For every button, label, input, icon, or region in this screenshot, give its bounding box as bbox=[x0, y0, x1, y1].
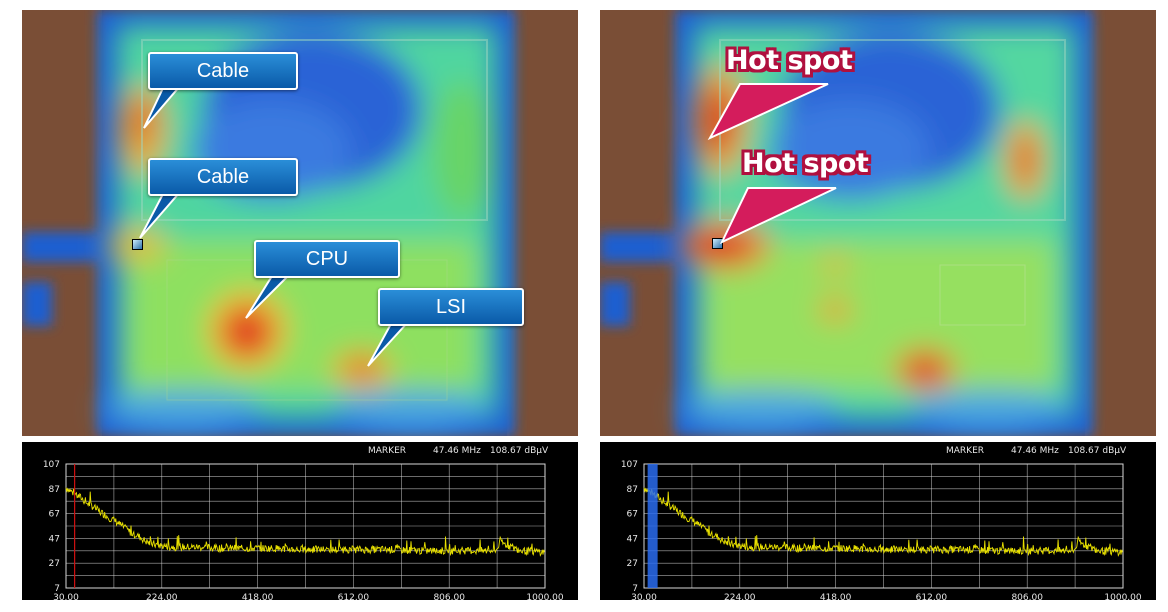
x-tick-label: 224.00 bbox=[724, 593, 756, 600]
callout-cpu: CPU bbox=[254, 240, 400, 278]
spectrum-chart: 107 87 67 47 27 7 30.00 224.00 418.00 612.00 806.… bbox=[22, 442, 578, 600]
x-tick-label: 1000.00 bbox=[1104, 593, 1141, 600]
y-tick-label: 107 bbox=[621, 460, 638, 470]
measurement-marker[interactable] bbox=[712, 238, 723, 249]
frequency-marker bbox=[647, 464, 658, 588]
y-tick-label: 107 bbox=[43, 460, 60, 470]
y-tick-label: 67 bbox=[627, 510, 638, 520]
y-tick-label: 87 bbox=[49, 485, 60, 495]
x-tick-label: 806.00 bbox=[1011, 593, 1043, 600]
marker-label: MARKER bbox=[946, 446, 984, 456]
marker-label: MARKER bbox=[368, 446, 406, 456]
spectrum-line bbox=[643, 487, 1123, 557]
marker-band bbox=[647, 464, 658, 588]
x-tick-label: 1000.00 bbox=[526, 593, 563, 600]
x-tick-label: 418.00 bbox=[820, 593, 852, 600]
spectrum-trace bbox=[643, 487, 1123, 557]
y-tick-label: 87 bbox=[627, 485, 638, 495]
callout-lsi: LSI bbox=[378, 288, 524, 326]
y-tick-label: 7 bbox=[54, 584, 60, 594]
y-tick-label: 67 bbox=[49, 510, 60, 520]
spectrum-plot: 107 87 67 47 27 7 30.00 224.00 418.00 612.00 806.… bbox=[43, 446, 564, 600]
x-tick-label: 806.00 bbox=[433, 593, 465, 600]
spectrum-trace bbox=[65, 487, 545, 557]
x-tick-label: 30.00 bbox=[631, 593, 657, 600]
spectrum-plot: 107 87 67 47 27 7 30.00 224.00 418.00 612.00 806.… bbox=[621, 446, 1142, 600]
callout-cable-2: Cable bbox=[148, 158, 298, 196]
y-tick-label: 27 bbox=[49, 559, 60, 569]
x-tick-label: 224.00 bbox=[146, 593, 178, 600]
callout-tails bbox=[707, 83, 837, 245]
x-tick-label: 612.00 bbox=[338, 593, 370, 600]
marker-level: 108.67 dBµV bbox=[1068, 446, 1127, 456]
spectrum-line bbox=[65, 487, 545, 557]
measurement-marker[interactable] bbox=[132, 239, 143, 250]
chart-grid bbox=[65, 463, 546, 589]
emission-heatmap-image: Hot spot Hot spot bbox=[600, 10, 1156, 436]
y-tick-label: 7 bbox=[632, 584, 638, 594]
chart-grid bbox=[643, 463, 1124, 589]
y-tick-label: 47 bbox=[49, 534, 60, 544]
y-axis-ticks: 107 87 67 47 27 7 bbox=[43, 460, 60, 594]
emission-heatmap-image: Cable Cable CPU LSI bbox=[22, 10, 578, 436]
y-axis-ticks: 107 87 67 47 27 7 bbox=[621, 460, 638, 594]
y-tick-label: 27 bbox=[627, 559, 638, 569]
x-tick-label: 418.00 bbox=[242, 593, 274, 600]
spectrum-chart: 107 87 67 47 27 7 30.00 224.00 418.00 612.00 806.… bbox=[600, 442, 1156, 600]
callout-cable-1: Cable bbox=[148, 52, 298, 90]
y-tick-label: 47 bbox=[627, 534, 638, 544]
right-panel: Hot spot Hot spot 107 87 67 47 27 7 30.00 224.… bbox=[600, 10, 1156, 600]
left-panel: Cable Cable CPU LSI 107 87 67 47 27 7 30.00 22… bbox=[22, 10, 578, 600]
hot-spot-label-1: Hot spot bbox=[726, 45, 853, 76]
x-tick-label: 612.00 bbox=[916, 593, 948, 600]
x-tick-label: 30.00 bbox=[53, 593, 79, 600]
marker-level: 108.67 dBµV bbox=[490, 446, 549, 456]
hot-spot-label-2: Hot spot bbox=[742, 148, 869, 179]
x-axis-ticks: 30.00 224.00 418.00 612.00 806.00 1000.00 bbox=[631, 593, 1142, 600]
marker-frequency: 47.46 MHz bbox=[1011, 446, 1059, 456]
callout-tails bbox=[139, 85, 411, 367]
marker-frequency: 47.46 MHz bbox=[433, 446, 481, 456]
x-axis-ticks: 30.00 224.00 418.00 612.00 806.00 1000.00 bbox=[53, 593, 564, 600]
